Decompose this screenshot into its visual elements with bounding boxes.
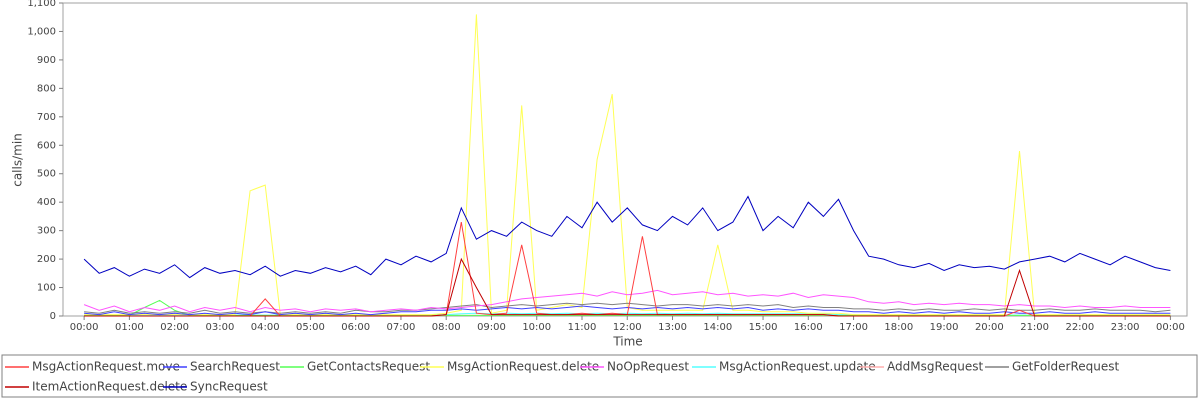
x-tick-label: 13:00	[658, 322, 687, 333]
y-tick-label: 800	[37, 83, 56, 94]
series-line	[83, 289, 1171, 313]
x-tick-label: 02:00	[160, 322, 189, 333]
legend-label: AddMsgRequest	[887, 360, 983, 374]
series-line	[84, 299, 1171, 316]
x-tick-label: 22:00	[1065, 322, 1094, 333]
series-line	[84, 257, 1171, 317]
x-tick-label: 15:00	[749, 322, 778, 333]
y-tick-label: 1,100	[27, 0, 56, 9]
x-tick-label: 09:00	[477, 322, 506, 333]
y-tick-label: 200	[37, 254, 56, 265]
x-tick-label: 00:00	[70, 322, 99, 333]
legend-label: SearchRequest	[190, 360, 280, 374]
x-tick-label: 11:00	[568, 322, 597, 333]
plot-area	[62, 2, 1188, 317]
x-axis-title: Time	[612, 335, 642, 349]
x-tick-label: 01:00	[115, 322, 144, 333]
y-tick-label: 900	[37, 55, 56, 66]
x-tick-label: 16:00	[794, 322, 823, 333]
x-tick-label: 12:00	[613, 322, 642, 333]
legend-label: GetFolderRequest	[1012, 360, 1120, 374]
x-tick-label: 04:00	[251, 322, 280, 333]
legend	[1, 354, 1198, 398]
legend-label: MsgActionRequest.update	[719, 360, 876, 374]
y-tick-label: 500	[37, 169, 56, 180]
y-tick-label: 1,000	[27, 26, 56, 37]
y-tick-label: 700	[37, 112, 56, 123]
x-tick-label: 14:00	[703, 322, 732, 333]
y-tick-label: 100	[37, 283, 56, 294]
x-tick-label: 18:00	[884, 322, 913, 333]
series-line	[83, 195, 1171, 279]
x-tick-label: 23:00	[1111, 322, 1140, 333]
legend-label: NoOpRequest	[607, 360, 689, 374]
legend-label: MsgActionRequest.delete	[447, 360, 599, 374]
y-tick-label: 600	[37, 140, 56, 151]
x-tick-label: 21:00	[1020, 322, 1049, 333]
legend-label: GetContactsRequest	[307, 360, 430, 374]
x-tick-label: 06:00	[341, 322, 370, 333]
y-tick-label: 0	[50, 311, 56, 322]
legend-label: SyncRequest	[190, 380, 268, 394]
x-tick-label: 05:00	[296, 322, 325, 333]
x-tick-label: 20:00	[975, 322, 1004, 333]
x-tick-label: 17:00	[839, 322, 868, 333]
y-tick-label: 400	[37, 197, 56, 208]
x-tick-label: 19:00	[930, 322, 959, 333]
series-line	[84, 305, 1171, 316]
legend-label: MsgActionRequest.move	[32, 360, 180, 374]
y-tick-label: 300	[37, 226, 56, 237]
x-tick-label: 10:00	[522, 322, 551, 333]
x-tick-label: 07:00	[387, 322, 416, 333]
x-tick-label: 08:00	[432, 322, 461, 333]
x-tick-label: 00:00	[1156, 322, 1185, 333]
x-tick-label: 03:00	[205, 322, 234, 333]
y-axis-title: calls/min	[11, 133, 25, 187]
legend-label: ItemActionRequest.delete	[32, 380, 187, 394]
